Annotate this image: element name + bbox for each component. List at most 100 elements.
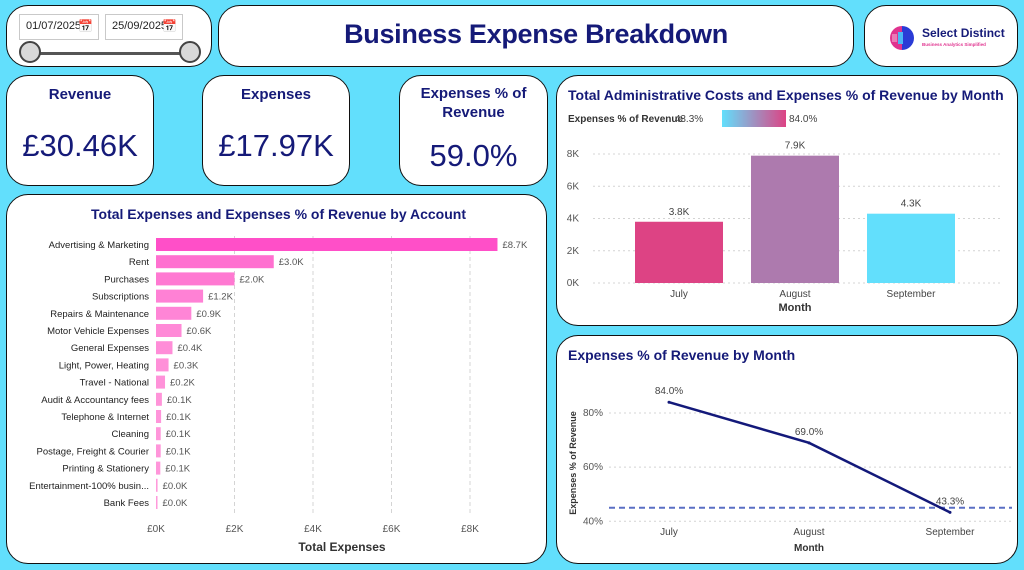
data-label: £0.4K xyxy=(177,343,202,354)
category-label: Light, Power, Heating xyxy=(59,360,149,371)
account-chart-card: Total Expenses and Expenses % of Revenue… xyxy=(6,194,547,564)
expense-bar xyxy=(156,444,161,458)
logo-card: Select Distinct Business Analytics Simpl… xyxy=(864,5,1018,67)
expense-bar xyxy=(156,238,498,251)
start-date-value: 01/07/2025 xyxy=(26,20,82,32)
expense-bar xyxy=(156,427,161,441)
x-tick-label: £0K xyxy=(147,524,165,535)
data-label: 7.9K xyxy=(785,141,806,152)
data-label: £1.2K xyxy=(208,292,233,303)
expenses-pct-line-chart: 40% 60% 80% Expenses % of Revenue 84.0% July 6… xyxy=(568,386,1012,554)
data-label: 4.3K xyxy=(901,199,922,210)
expense-bar xyxy=(156,306,192,320)
admin-costs-chart-card: Total Administrative Costs and Expenses … xyxy=(556,75,1018,326)
category-label: Advertising & Marketing xyxy=(49,240,149,251)
x-axis-title: Month xyxy=(779,302,812,314)
expense-bar xyxy=(156,375,166,389)
y-tick-label: 80% xyxy=(583,408,603,419)
expense-bar xyxy=(156,358,169,372)
data-point xyxy=(667,400,671,404)
data-point xyxy=(807,441,811,445)
category-label: Audit & Accountancy fees xyxy=(41,395,149,406)
category-label: General Expenses xyxy=(71,343,149,354)
data-label: £0.9K xyxy=(196,309,221,320)
series-line xyxy=(668,401,951,514)
data-label: £0.1K xyxy=(166,429,191,440)
data-label: £2.0K xyxy=(240,274,265,285)
date-range-slicer[interactable]: 01/07/2025 📅 25/09/2025 📅 xyxy=(6,5,212,67)
admin-chart-title: Total Administrative Costs and Expenses … xyxy=(568,87,1004,103)
y-tick-label: 8K xyxy=(567,149,580,160)
month-bar xyxy=(867,213,955,283)
calendar-icon[interactable]: 📅 xyxy=(162,19,177,33)
legend-gradient xyxy=(722,110,786,127)
expense-bar xyxy=(156,478,158,492)
expenses-label: Expenses xyxy=(240,86,312,103)
expenses-pct-label: Expenses % of Revenue xyxy=(420,85,527,121)
y-tick-label: 2K xyxy=(567,246,580,257)
start-date-handle[interactable] xyxy=(19,41,41,63)
category-label: Telephone & Internet xyxy=(61,412,149,423)
data-label: £0.6K xyxy=(187,326,212,337)
title-card: Business Expense Breakdown xyxy=(218,5,854,67)
x-tick-label: July xyxy=(660,527,678,538)
x-tick-label: August xyxy=(779,289,810,300)
data-label: £8.7K xyxy=(502,240,527,251)
revenue-value: £30.46K xyxy=(22,128,138,163)
data-label: 43.3% xyxy=(936,496,964,507)
data-label: £0.1K xyxy=(166,412,191,423)
page-title: Business Expense Breakdown xyxy=(344,19,728,49)
x-tick-label: July xyxy=(670,289,688,300)
data-label: £0.1K xyxy=(166,446,191,457)
x-tick-label: £8K xyxy=(461,524,479,535)
end-date-input[interactable]: 25/09/2025 📅 xyxy=(105,14,183,40)
data-label: 84.0% xyxy=(655,386,683,397)
revenue-label: Revenue xyxy=(48,86,112,103)
category-label: Postage, Freight & Courier xyxy=(37,446,149,457)
expenses-pct-kpi-card: Expenses % of Revenue 59.0% xyxy=(399,75,548,186)
expenses-pct-line-card: Expenses % of Revenue by Month 40% 60% 80%… xyxy=(556,335,1018,564)
x-axis-title: Total Expenses xyxy=(298,540,385,554)
category-label: Cleaning xyxy=(112,429,150,440)
expense-bar xyxy=(156,461,161,475)
expense-bar xyxy=(156,410,162,423)
expense-bar xyxy=(156,496,158,509)
data-label: £0.1K xyxy=(167,395,192,406)
revenue-kpi-card: Revenue £30.46K xyxy=(6,75,154,186)
start-date-input[interactable]: 01/07/2025 📅 xyxy=(19,14,99,40)
data-label: £0.0K xyxy=(163,498,188,509)
x-tick-label: September xyxy=(887,289,937,300)
expense-bar xyxy=(156,272,235,286)
calendar-icon[interactable]: 📅 xyxy=(78,19,93,33)
expense-bar xyxy=(156,392,162,406)
legend-title: Expenses % of Revenue xyxy=(568,114,683,125)
category-label: Travel - National xyxy=(80,378,149,389)
data-label: 69.0% xyxy=(795,427,823,438)
end-date-handle[interactable] xyxy=(179,41,201,63)
account-bar-chart: £0K £2K £4K £6K £8K Advertising & Marketing £8… xyxy=(29,236,528,554)
category-label: Purchases xyxy=(104,274,149,285)
x-tick-label: £4K xyxy=(304,524,322,535)
y-axis-title: Expenses % of Revenue xyxy=(568,411,578,515)
expense-bar xyxy=(156,324,182,337)
category-label: Subscriptions xyxy=(92,292,149,303)
data-label: £0.0K xyxy=(163,481,188,492)
category-label: Printing & Stationery xyxy=(62,464,149,475)
category-label: Repairs & Maintenance xyxy=(50,309,149,320)
x-tick-label: £2K xyxy=(226,524,244,535)
line-chart-title: Expenses % of Revenue by Month xyxy=(568,347,796,363)
data-label: £0.3K xyxy=(174,360,199,371)
category-label: Bank Fees xyxy=(104,498,150,509)
month-bar xyxy=(635,221,723,283)
data-label: £0.1K xyxy=(165,464,190,475)
expenses-pct-value: 59.0% xyxy=(429,138,518,173)
slider-track xyxy=(29,52,191,55)
y-tick-label: 40% xyxy=(583,516,603,527)
data-point xyxy=(948,510,952,514)
logo-name: Select Distinct xyxy=(922,26,1005,40)
account-chart-title: Total Expenses and Expenses % of Revenue… xyxy=(91,206,466,222)
legend-max-label: 84.0% xyxy=(789,114,817,125)
x-axis-title: Month xyxy=(794,543,824,554)
end-date-value: 25/09/2025 xyxy=(112,20,168,32)
